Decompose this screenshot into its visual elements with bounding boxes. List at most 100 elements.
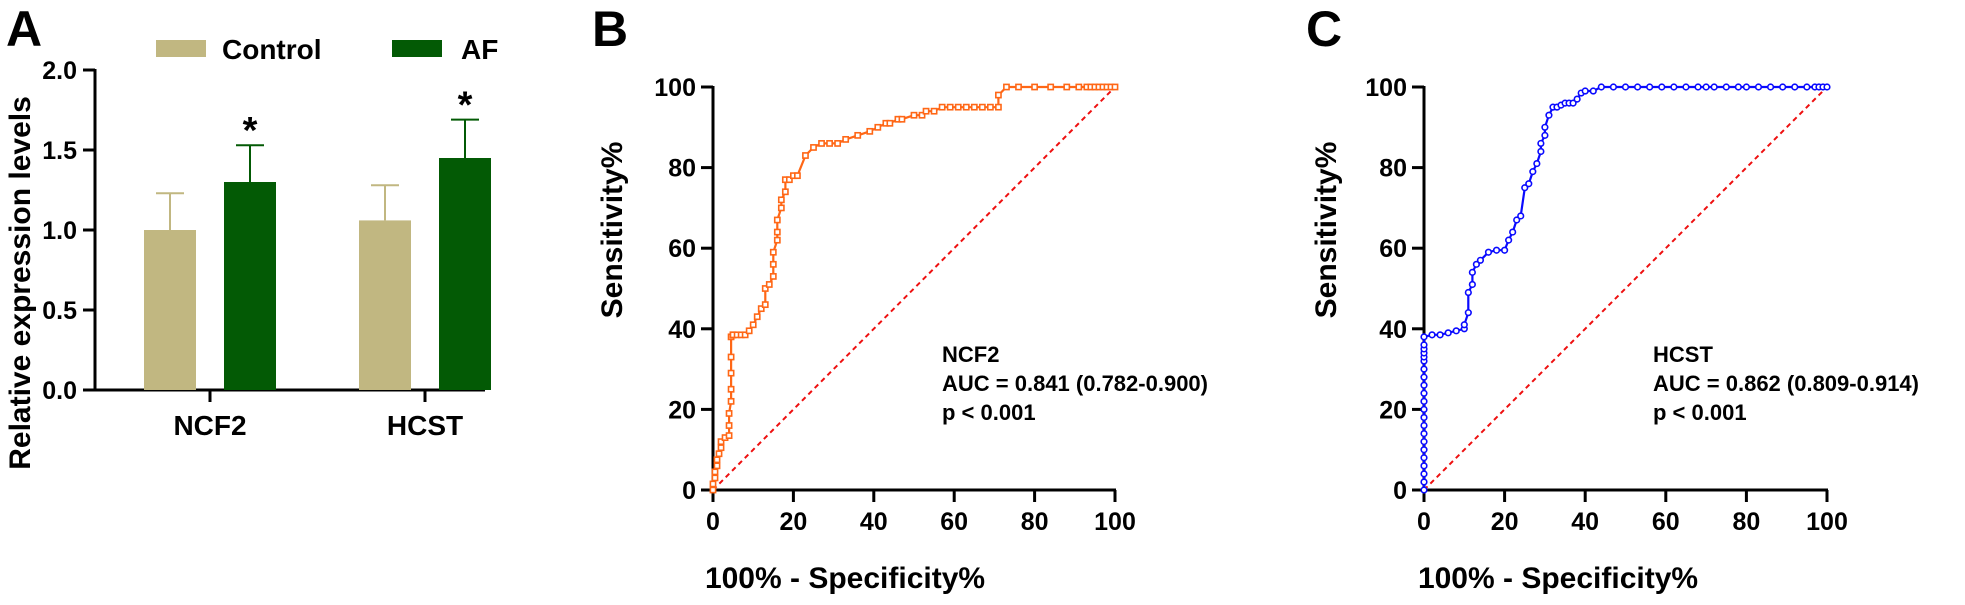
panel-c-roc-point [1468,268,1476,276]
panel-b-roc-point [711,474,719,482]
panel-c-roc-point [1682,83,1690,91]
panel-b-ytick-label: 80 [668,155,696,183]
panel-c-roc-point [1420,486,1428,494]
panel-b-roc-point [986,103,994,111]
panel-c-roc-point [1633,83,1642,91]
panel-c-roc-point [1452,327,1460,335]
panel-c-roc-point [1537,147,1545,156]
legend-label-af: AF [461,34,498,65]
panel-c-xtick-label: 100 [1806,508,1848,536]
panel-c-roc-point [1803,83,1811,91]
panel-c-reference-line [1423,86,1828,491]
panel-c-roc-point [1505,236,1513,244]
panel-c-roc-point [1420,438,1428,446]
panel-b-xtick-label: 100 [1094,508,1136,536]
panel-a-ytick-label: 0.5 [42,297,77,325]
panel-c-xtick-label: 20 [1491,508,1519,536]
panel-b-roc-point [773,228,781,236]
panel-c-roc-point [1646,83,1654,91]
panel-b-roc-point [717,438,725,446]
panel-b-roc-point [753,313,761,321]
panel-c-roc-point [1734,83,1742,91]
panel-b-ytick-label: 100 [654,74,696,102]
panel-a-letter: A [6,1,42,57]
panel-b-roc-point [745,327,753,335]
panel-a-ytick-label: 0.0 [42,377,77,405]
panel-c-roc-point [1581,87,1589,95]
panel-c-roc-point [1476,256,1485,264]
panel-c-roc-point [1779,83,1787,91]
panel-c-roc-point [1569,99,1577,107]
panel-b-axes: 0 20 40 60 80 100 0 20 40 60 80 100 [654,74,1136,536]
panel-b-roc-point [918,111,926,119]
panel-b-roc-point [930,107,938,115]
panel-c-roc-point [1472,260,1480,268]
panel-c-roc-point [1420,373,1428,381]
panel-c-roc-point [1670,83,1678,91]
panel-c-roc-chart: Sensitivity% 100% - Specificity% 0 20 40 60… [1310,74,1919,595]
panel-c-roc-point [1529,168,1537,176]
panel-a-ytick-label: 2.0 [42,57,77,85]
panel-c-roc-point [1521,184,1529,192]
panel-b-roc-point [725,432,733,439]
panel-c-ytick-label: 100 [1365,74,1407,102]
panel-a-bar-control [359,220,411,390]
panel-b-roc-point [769,273,777,280]
panel-b-roc-point [1003,83,1010,91]
panel-b-roc-point [995,91,1002,99]
panel-b-xtick-label: 20 [779,508,807,536]
panel-c-annotation-line-1: HCST [1653,342,1713,367]
panel-c-roc-point [1754,83,1763,91]
panel-b-roc-point [874,123,882,131]
panel-b-roc-point [802,152,809,159]
legend-swatch-af [392,40,442,57]
panel-b-roc-point [1047,83,1055,91]
panel-b-annotation: NCF2 AUC = 0.841 (0.782-0.900) p < 0.001 [942,342,1208,425]
panel-b-roc-point [725,410,733,417]
panel-b-roc-point [773,216,781,224]
panel-b-ytick-label: 0 [682,477,696,505]
panel-c-annotation-line-2: AUC = 0.862 (0.809-0.914) [1653,371,1919,396]
panel-c-roc-point [1658,83,1666,91]
panel-c-roc-point [1525,180,1533,188]
panel-b-roc-chart: Sensitivity% 100% - Specificity% 0 20 40 60… [596,74,1208,595]
panel-b-roc-point [995,103,1002,111]
panel-c-ylabel: Sensitivity% [1310,142,1343,319]
panel-b-xtick-label: 80 [1021,508,1049,536]
panel-b-roc-point [761,301,769,309]
panel-b-roc-point [826,140,833,147]
panel-c-ytick-label: 0 [1393,477,1407,505]
panel-c-roc-point [1517,212,1525,220]
panel-c-roc-point [1589,87,1597,95]
panel-a-bars: ** [144,85,491,390]
panel-b-roc-point [717,444,725,452]
panel-c-roc-point [1710,83,1718,91]
panel-c-roc-point [1791,83,1799,91]
panel-b-ytick-label: 60 [668,235,696,263]
panel-c-xtick-label: 60 [1652,508,1680,536]
panel-b-roc-point [842,135,850,143]
panel-a-significance-marker: * [458,85,473,127]
panel-c-roc-point [1545,111,1553,119]
panel-c-roc-point [1573,95,1581,103]
panel-b-roc-point [777,196,785,204]
panel-c-roc-point [1702,83,1710,91]
panel-c-annotation-line-3: p < 0.001 [1653,400,1747,425]
panel-c-roc-point [1513,216,1521,224]
panel-c-xtick-label: 80 [1732,508,1760,536]
panel-b-roc-point [785,176,793,184]
panel-c-roc-point [1621,83,1630,91]
panel-b-roc-point [938,103,946,111]
panel-b-roc-point [741,331,749,339]
panel-b-roc-point [715,450,723,458]
panel-b-roc-point [761,285,769,292]
panel-b-letter: B [592,1,628,57]
panel-b-roc-point [713,462,721,470]
panel-b-roc-point [794,172,801,180]
panel-c-roc-point [1500,246,1509,254]
panel-b-roc-point [970,103,978,111]
panel-a-category-label: HCST [387,410,463,441]
panel-b-roc-point [777,204,785,212]
panel-b-roc-point [727,385,735,393]
